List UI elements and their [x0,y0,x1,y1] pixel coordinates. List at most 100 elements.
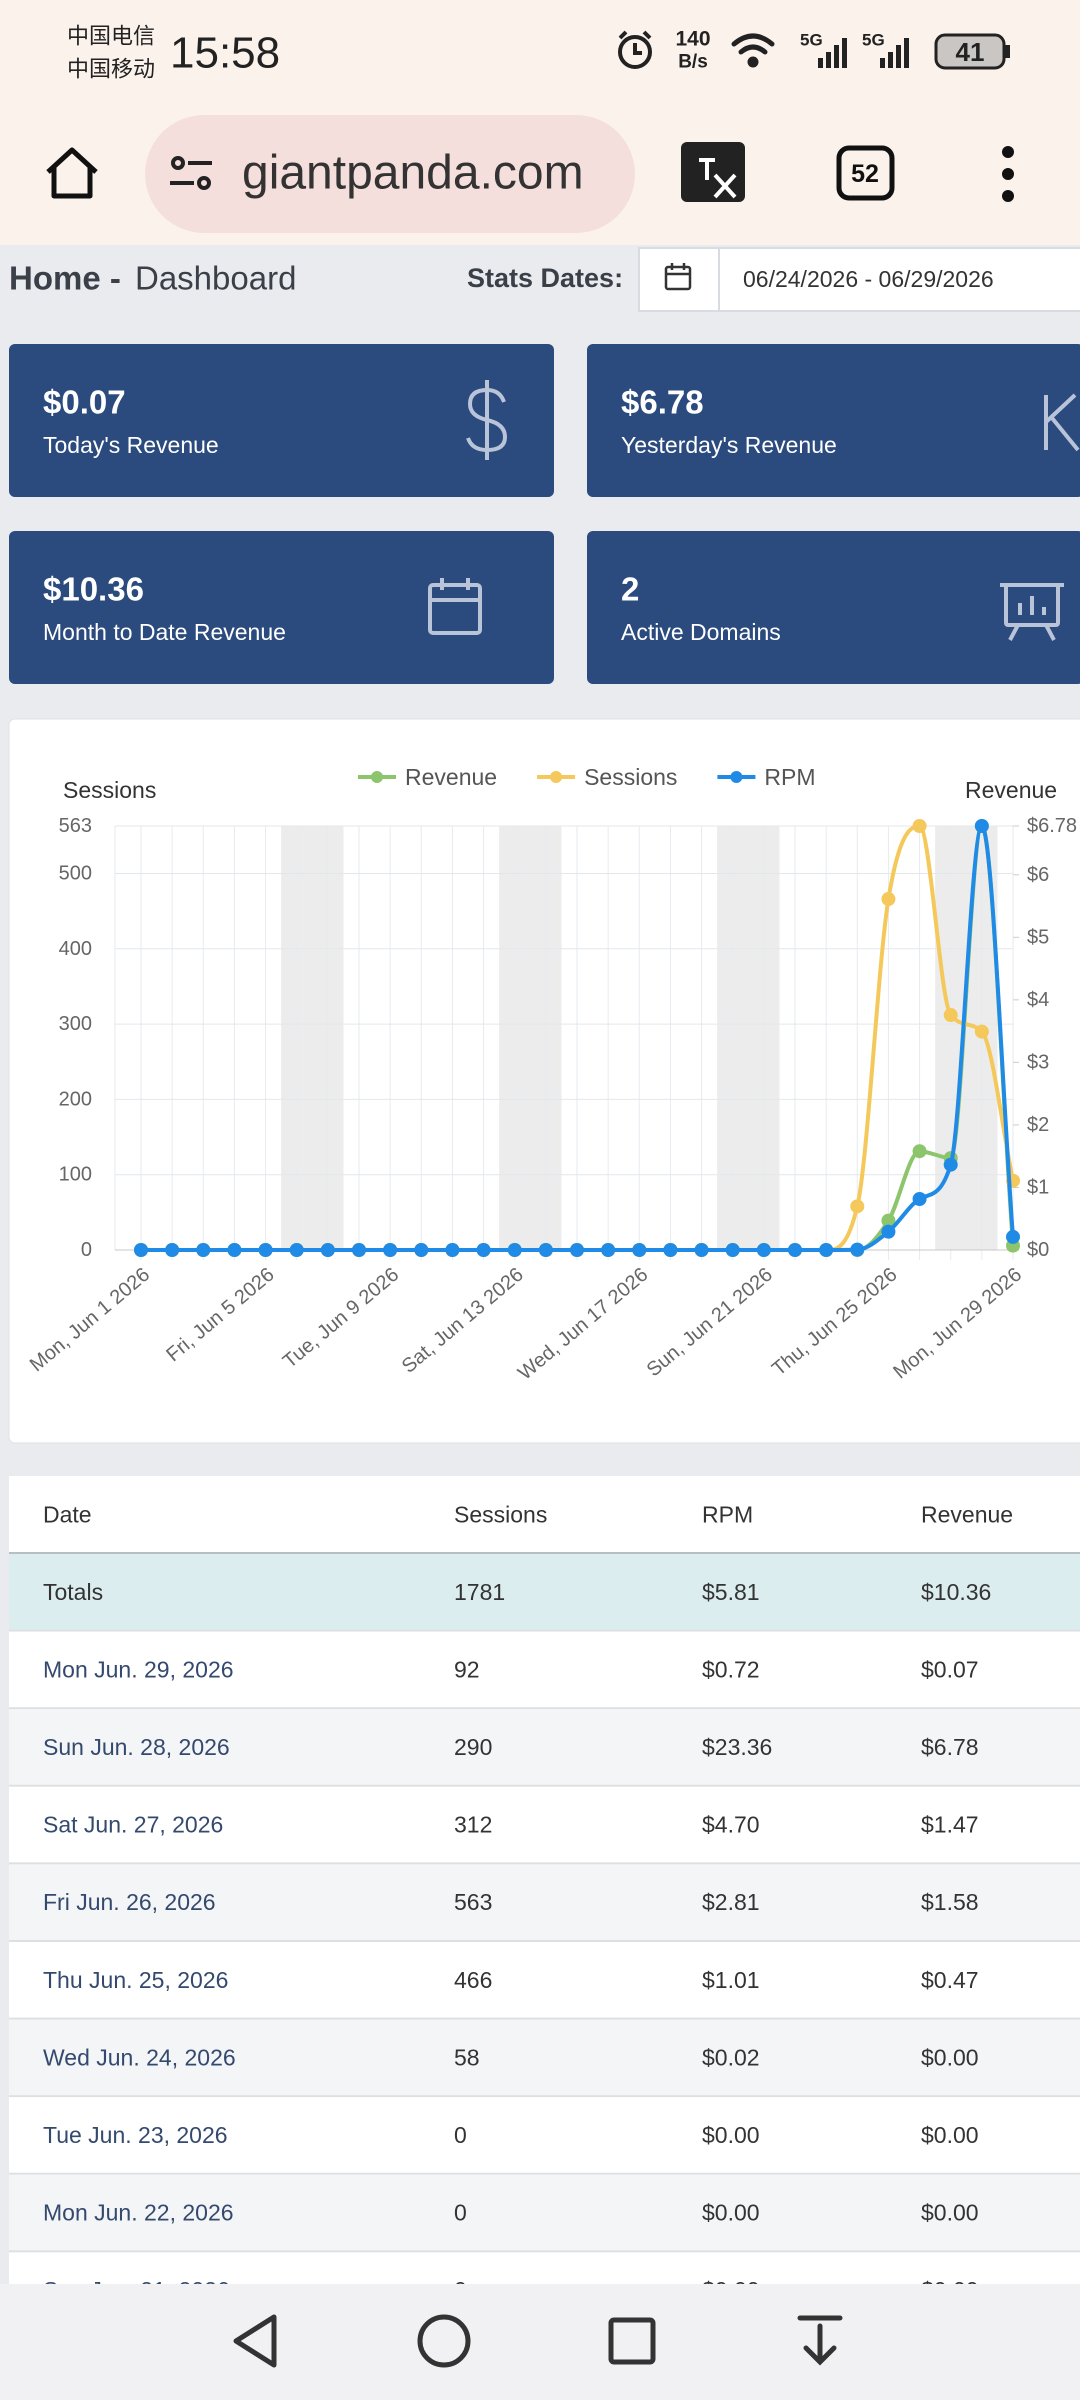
table-cell: 466 [454,1967,492,1993]
breadcrumb-page: Dashboard [135,260,296,297]
table-cell: $0.00 [702,2122,760,2148]
stat-card [587,344,1080,497]
back-button[interactable] [233,2314,277,2368]
table-row [9,1942,1080,2019]
network-type: 5G [800,31,823,50]
recents-button[interactable] [608,2317,656,2365]
breadcrumb-home[interactable]: Home - [9,260,121,297]
data-point [570,1243,584,1257]
table-row [9,1786,1080,1864]
data-point [352,1243,366,1257]
data-point [850,1242,865,1257]
table-cell: $1.01 [702,1967,760,1993]
y-tick-label: 563 [59,815,92,837]
data-point [974,1024,989,1039]
table-cell: 0 [454,2200,467,2226]
y-tick-label: 100 [59,1164,92,1186]
table-cell: $1.58 [921,1889,979,1915]
y-tick-label: 400 [59,938,92,960]
table-row [9,1631,1080,1709]
data-point [538,1243,553,1257]
table-cell: 92 [454,1656,480,1682]
y-tick-label: 0 [81,1239,92,1261]
data-point [912,1144,927,1159]
card-label: Month to Date Revenue [43,619,286,645]
y2-tick-label: $2 [1027,1114,1049,1136]
data-point [850,1199,865,1214]
table-cell: $6.78 [921,1734,979,1760]
data-point [383,1243,398,1257]
data-point [881,1213,896,1228]
menu-button[interactable] [1002,146,1014,202]
table-cell: Sat Jun. 27, 2026 [43,1812,223,1838]
alarm-icon [618,30,652,69]
battery-tip [1005,45,1010,58]
table-row [9,2019,1080,2097]
nav-bar [0,2284,1080,2400]
data-point [974,819,989,833]
table-cell: $0.00 [702,2200,760,2226]
weekend-band [717,826,780,1250]
tab-count: 52 [851,160,879,188]
data-point [507,1243,522,1257]
address-bar[interactable] [145,115,635,233]
calendar-icon [664,263,692,291]
weekend-band [499,826,562,1250]
table-cell: Sun Jun. 28, 2026 [43,1734,230,1760]
y-axis-title: Sessions [63,777,156,803]
stats-label: Stats Dates: [467,263,623,293]
battery-icon [934,33,1006,70]
carrier: 中国电信 [67,24,155,49]
data-point [788,1243,802,1257]
table-cell: $5.81 [702,1579,760,1605]
tabs-button[interactable] [836,145,895,201]
card-value: $0.07 [43,384,126,421]
y2-tick-label: $4 [1027,989,1049,1011]
column-header: RPM [702,1502,753,1528]
table-row [9,1554,1080,1631]
table-cell: $4.70 [702,1812,760,1838]
table-cell: $0.02 [702,2044,760,2070]
data-point [601,1243,616,1257]
date-range[interactable]: 06/24/2026 - 06/29/2026 [743,266,994,292]
home-nav-button[interactable] [417,2314,471,2368]
card-value: $6.78 [621,384,704,421]
data-point [227,1243,242,1257]
data-point [912,819,927,833]
url[interactable]: giantpanda.com [242,147,584,200]
home-button[interactable] [46,147,98,199]
net-speed: 140 [675,28,710,51]
y2-axis-title: Revenue [965,777,1057,803]
table-cell: 1781 [454,1579,505,1605]
table-cell: Totals [43,1579,103,1605]
translate-button[interactable] [681,142,745,202]
table-cell: Tue Jun. 23, 2026 [43,2122,228,2148]
column-header: Date [43,1502,92,1528]
legend-label: RPM [764,764,815,790]
table-cell: $0.47 [921,1967,979,1993]
date-picker[interactable] [638,247,1080,312]
signal-icon [818,38,847,68]
data-point [912,1191,927,1206]
table-cell: 0 [454,2122,467,2148]
y-tick-label: 300 [59,1013,92,1035]
collapse-button[interactable] [797,2315,843,2366]
table-row [9,2174,1080,2252]
weekend-band [281,826,344,1250]
net-speed-unit: B/s [678,52,708,73]
data-point [258,1243,273,1257]
table-cell: $0.00 [921,2044,979,2070]
column-header: Revenue [921,1502,1013,1528]
y2-tick-label: $1 [1027,1176,1049,1198]
calendar-icon [428,578,482,635]
data-point [943,1008,958,1023]
table: Date Sessions RPM Revenue Totals 1781 $5.81 $10… [9,1476,1080,2330]
table-cell: $2.81 [702,1889,760,1915]
legend-dot [371,771,383,783]
data-point [756,1243,771,1257]
card-value: 2 [621,571,639,608]
signal-icon [880,38,909,68]
site-settings-icon[interactable] [170,156,212,190]
table-cell: Mon Jun. 29, 2026 [43,1656,234,1682]
